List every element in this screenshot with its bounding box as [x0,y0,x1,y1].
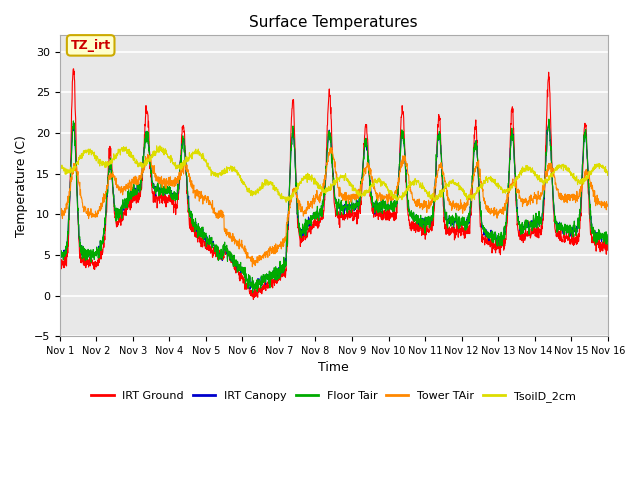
Floor Tair [545,116,553,122]
IRT Ground [362,121,370,127]
IRT Canopy [209,241,216,247]
TsoilD_2cm [362,189,370,195]
Tower TAir [362,168,370,174]
Floor Tair [56,252,63,257]
Tower TAir [604,203,612,208]
IRT Canopy [572,227,579,232]
Line: Tower TAir: Tower TAir [60,148,608,267]
Floor Tair [249,290,257,296]
IRT Ground [350,217,358,223]
Floor Tair [362,144,369,150]
Line: TsoilD_2cm: TsoilD_2cm [60,146,608,202]
Tower TAir [327,145,335,151]
Tower TAir [56,210,63,216]
TsoilD_2cm [604,169,612,175]
IRT Ground [209,254,216,260]
IRT Canopy [604,239,612,245]
Y-axis label: Temperature (C): Temperature (C) [15,135,28,237]
TsoilD_2cm [282,199,290,205]
IRT Ground [493,241,501,247]
IRT Canopy [362,141,369,146]
TsoilD_2cm [209,171,216,177]
Tower TAir [493,213,501,218]
IRT Canopy [56,252,63,258]
Tower TAir [209,198,216,204]
Text: TZ_irt: TZ_irt [70,39,111,52]
Floor Tair [493,242,501,248]
TsoilD_2cm [556,163,564,168]
X-axis label: Time: Time [318,361,349,374]
Tower TAir [556,192,564,197]
IRT Ground [250,297,257,302]
Floor Tair [572,228,579,234]
Tower TAir [572,196,579,202]
Line: IRT Canopy: IRT Canopy [60,120,608,292]
Title: Surface Temperatures: Surface Temperatures [250,15,418,30]
IRT Ground [56,255,63,261]
IRT Ground [70,66,77,72]
Legend: IRT Ground, IRT Canopy, Floor Tair, Tower TAir, TsoilD_2cm: IRT Ground, IRT Canopy, Floor Tair, Towe… [87,387,580,407]
IRT Ground [604,248,612,253]
IRT Canopy [556,224,564,230]
Floor Tair [604,241,612,247]
Floor Tair [209,242,216,248]
IRT Ground [556,228,564,234]
Tower TAir [248,264,256,270]
IRT Canopy [249,289,257,295]
IRT Canopy [350,200,358,206]
Floor Tair [350,201,358,206]
IRT Ground [572,236,579,241]
Tower TAir [350,193,358,199]
TsoilD_2cm [572,174,579,180]
TsoilD_2cm [350,188,358,194]
TsoilD_2cm [56,164,63,169]
TsoilD_2cm [493,184,501,190]
Line: Floor Tair: Floor Tair [60,119,608,293]
IRT Canopy [493,242,501,248]
Line: IRT Ground: IRT Ground [60,69,608,300]
TsoilD_2cm [156,143,164,149]
Floor Tair [556,225,564,230]
IRT Canopy [545,118,553,123]
